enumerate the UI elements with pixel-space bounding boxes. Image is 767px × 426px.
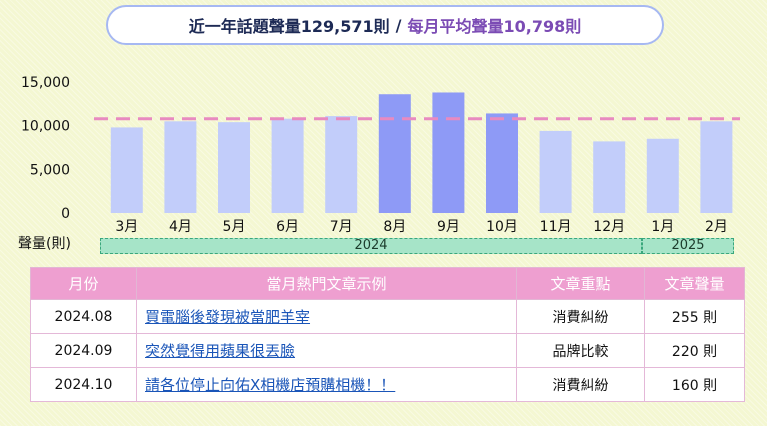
x-tick-label: 6月 — [276, 219, 299, 235]
bar — [325, 116, 358, 213]
header-month: 月份 — [30, 267, 137, 300]
average-volume-text: 每月平均聲量10,798則 — [407, 17, 582, 36]
bar — [164, 121, 197, 213]
y-axis-label: 聲量(則) — [18, 235, 71, 252]
x-tick-label: 1月 — [651, 219, 674, 235]
hot-articles-table: 月份 當月熱門文章示例 文章重點 文章聲量 2024.08 買電腦後發現被當肥羊… — [30, 267, 745, 402]
focus-cell: 品牌比較 — [516, 333, 645, 368]
x-tick-label: 9月 — [437, 219, 460, 235]
volume-cell: 220 則 — [644, 333, 745, 368]
bar — [486, 113, 518, 213]
bar — [378, 94, 411, 213]
header-focus: 文章重點 — [516, 267, 645, 300]
x-tick-label: 3月 — [115, 219, 138, 235]
bar — [593, 141, 626, 213]
bar — [646, 138, 679, 213]
x-tick-label: 8月 — [383, 219, 406, 235]
table-row: 2024.10 請各位停止向佑X相機店預購相機！！ 消費糾紛 160 則 — [30, 367, 745, 402]
month-cell: 2024.09 — [30, 333, 137, 368]
example-cell: 買電腦後發現被當肥羊宰 — [136, 299, 517, 334]
article-link[interactable]: 請各位停止向佑X相機店預購相機！！ — [145, 376, 396, 394]
bar — [218, 122, 250, 213]
bar — [539, 130, 572, 213]
example-cell: 請各位停止向佑X相機店預購相機！！ — [136, 367, 517, 402]
bar — [432, 92, 465, 213]
header-volume: 文章聲量 — [644, 267, 745, 300]
x-tick-label: 12月 — [593, 219, 625, 235]
article-link[interactable]: 買電腦後發現被當肥羊宰 — [145, 308, 311, 326]
summary-separator: / — [395, 15, 402, 35]
y-tick-label: 0 — [61, 206, 70, 222]
y-tick-label: 15,000 — [21, 75, 70, 91]
volume-cell: 255 則 — [644, 299, 745, 334]
article-link[interactable]: 突然覺得用蘋果很丟臉 — [145, 342, 296, 360]
volume-bar-chart: 0 5,000 10,000 15,000 3月 4月 5月 6月 7月 8月 9月 10月 11月 12… — [18, 75, 740, 252]
example-cell: 突然覺得用蘋果很丟臉 — [136, 333, 517, 368]
year-band-2025: 2025 — [642, 238, 734, 254]
y-tick-label: 5,000 — [30, 162, 70, 178]
focus-cell: 消費糾紛 — [516, 299, 645, 334]
x-tick-label: 4月 — [169, 219, 192, 235]
x-tick-label: 7月 — [330, 219, 353, 235]
bar — [271, 118, 304, 213]
x-tick-label: 11月 — [540, 219, 572, 235]
year-band-2024: 2024 — [100, 238, 642, 254]
x-tick-label: 10月 — [486, 219, 518, 235]
summary-banner: 近一年話題聲量129,571則 / 每月平均聲量10,798則 — [106, 5, 664, 45]
year-label-2025: 2025 — [671, 238, 705, 253]
bar — [700, 121, 733, 213]
table-row: 2024.08 買電腦後發現被當肥羊宰 消費糾紛 255 則 — [30, 299, 745, 334]
table-row: 2024.09 突然覺得用蘋果很丟臉 品牌比較 220 則 — [30, 333, 745, 368]
volume-cell: 160 則 — [644, 367, 745, 402]
bar — [110, 127, 143, 213]
year-label-2024: 2024 — [354, 238, 388, 253]
x-tick-label: 2月 — [705, 219, 728, 235]
y-tick-label: 10,000 — [21, 119, 70, 135]
total-volume-text: 近一年話題聲量129,571則 — [188, 17, 390, 36]
month-cell: 2024.08 — [30, 299, 137, 334]
header-example: 當月熱門文章示例 — [136, 267, 517, 300]
month-cell: 2024.10 — [30, 367, 137, 402]
x-tick-label: 5月 — [223, 219, 246, 235]
focus-cell: 消費糾紛 — [516, 367, 645, 402]
table-header-row: 月份 當月熱門文章示例 文章重點 文章聲量 — [30, 267, 745, 300]
